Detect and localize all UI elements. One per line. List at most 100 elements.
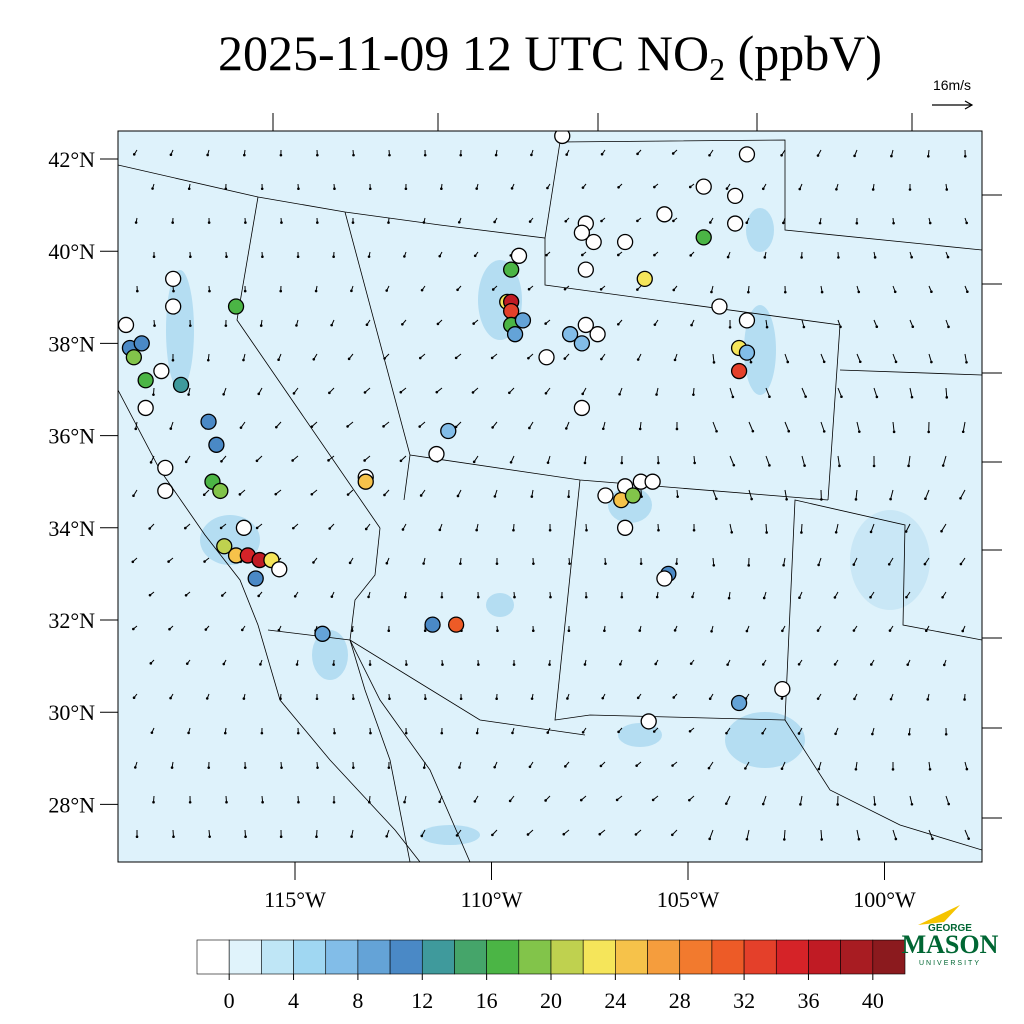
wind-arrow-head: [327, 459, 330, 462]
wind-arrow-head: [545, 253, 548, 257]
wind-arrow: [820, 421, 825, 432]
wind-arrow-head: [153, 324, 156, 327]
colorbar-swatch: [550, 939, 584, 975]
wind-arrow-head: [927, 154, 930, 158]
wind-arrow-head: [761, 731, 764, 735]
wind-arrow-head: [564, 765, 567, 768]
wind-reference-label: 16m/s: [933, 77, 971, 93]
wind-arrow-head: [567, 495, 570, 498]
wind-arrow-head: [727, 596, 731, 600]
station: [428, 445, 445, 463]
wind-arrow-head: [528, 220, 532, 223]
wind-arrow-head: [838, 464, 841, 468]
wind-arrow-head: [785, 497, 788, 501]
wind-arrow: [765, 523, 768, 533]
wind-arrow-head: [477, 663, 480, 666]
wind-arrow-head: [676, 495, 679, 498]
wind-arrow-head: [816, 154, 820, 157]
colorbar-swatch: [743, 939, 777, 975]
wind-arrow-head: [803, 464, 806, 467]
wind-arrow-head: [244, 835, 247, 838]
wind-arrow-head: [710, 629, 713, 633]
wind-arrow-head: [260, 731, 264, 735]
wind-arrow: [942, 455, 947, 466]
wind-arrow-head: [745, 629, 749, 633]
wind-arrow-head: [352, 153, 355, 157]
wind-arrow-head: [330, 595, 334, 598]
station: [271, 561, 288, 578]
station: [636, 270, 653, 288]
wind-arrow-head: [568, 562, 571, 565]
wind-arrow-head: [941, 595, 944, 599]
wind-arrow-head: [965, 767, 969, 771]
wind-arrow: [801, 455, 806, 466]
wind-arrow: [855, 489, 858, 500]
wind-arrow-head: [420, 834, 424, 838]
wind-arrow-head: [870, 663, 873, 666]
wind-arrow-head: [858, 360, 862, 364]
wind-arrow-head: [618, 392, 621, 396]
station: [137, 372, 154, 389]
station: [711, 298, 728, 315]
wind-arrow-head: [363, 459, 366, 462]
station: [447, 616, 465, 633]
wind-arrow-head: [835, 187, 838, 191]
lat-tick-label: 32°N: [48, 608, 95, 633]
wind-arrow-head: [152, 393, 155, 396]
wind-arrow: [890, 489, 894, 500]
wind-arrow-head: [600, 219, 603, 223]
wind-arrow-head: [255, 459, 259, 463]
wind-arrow-head: [367, 595, 370, 599]
lat-tick-label: 38°N: [48, 331, 95, 356]
wind-arrow-head: [455, 834, 459, 837]
wind-arrow-head: [131, 560, 135, 564]
wind-arrow-head: [707, 766, 711, 770]
wind-arrow: [748, 421, 754, 432]
wind-arrow-head: [135, 835, 139, 839]
wind-arrow-head: [222, 392, 225, 396]
colorbar-tick-label: 24: [604, 988, 626, 1013]
wind-arrow-head: [763, 256, 767, 259]
wind-arrow-head: [292, 526, 295, 530]
wind-arrow-head: [797, 732, 801, 735]
wind-arrow-head: [222, 662, 226, 666]
wind-arrow-head: [549, 595, 552, 599]
wind-arrow-head: [653, 185, 656, 189]
wind-arrow-head: [875, 395, 879, 399]
wind-arrow-head: [510, 187, 514, 190]
wind-arrow-head: [940, 529, 943, 533]
wind-arrow: [909, 387, 913, 398]
wind-arrow-head: [495, 562, 499, 565]
wind-arrow-head: [495, 697, 498, 701]
wind-arrow-head: [310, 492, 314, 496]
wind-arrow-head: [171, 221, 174, 224]
wind-arrow-head: [347, 357, 351, 361]
wind-arrow-head: [928, 221, 932, 225]
wind-arrow-head: [671, 833, 674, 837]
wind-arrow-head: [280, 766, 283, 769]
lat-tick-label: 34°N: [48, 516, 95, 541]
wind-arrow-head: [225, 800, 228, 804]
wind-arrow-head: [657, 461, 660, 465]
station: [157, 482, 174, 500]
wind-arrow-head: [440, 731, 444, 735]
wind-arrow-head: [508, 391, 511, 395]
wind-arrow-head: [854, 767, 858, 771]
wind-arrow-head: [908, 188, 912, 191]
station: [506, 326, 524, 343]
station: [125, 349, 143, 366]
station: [624, 487, 642, 504]
lat-tick-label: 40°N: [48, 239, 95, 264]
wind-arrow-head: [817, 563, 820, 567]
wind-arrow-head: [822, 360, 826, 364]
wind-arrow-head: [259, 663, 262, 666]
wind-arrow-head: [689, 662, 693, 665]
wind-arrow-head: [328, 527, 331, 530]
wind-arrow-head: [493, 495, 497, 498]
wind-arrow-head: [889, 697, 893, 701]
wind-arrow-head: [761, 663, 765, 666]
wind-arrow-head: [888, 629, 892, 632]
station: [573, 335, 591, 352]
wind-arrow-head: [509, 461, 513, 464]
wind-arrow-head: [600, 152, 604, 156]
